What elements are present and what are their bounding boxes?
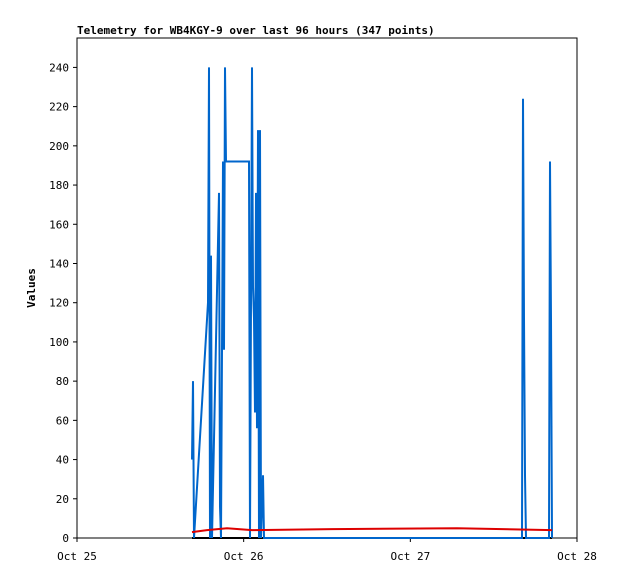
y-axis-label: Values [25,268,38,308]
y-tick-label: 140 [49,257,69,270]
y-tick-label: 20 [56,493,69,506]
y-tick-label: 40 [56,454,69,467]
y-tick-label: 0 [62,532,69,545]
y-tick-label: 100 [49,336,69,349]
y-tick-label: 60 [56,414,69,427]
y-tick-label: 220 [49,101,69,114]
y-tick-label: 120 [49,297,69,310]
series-line [191,527,553,534]
chart-title: Telemetry for WB4KGY-9 over last 96 hour… [77,24,435,37]
y-tick-label: 80 [56,375,69,388]
y-tick-label: 180 [49,179,69,192]
x-tick-label: Oct 26 [224,550,264,563]
x-tick-label: Oct 25 [57,550,97,563]
y-tick-label: 160 [49,218,69,231]
x-tick-label: Oct 28 [557,550,597,563]
plot-frame [76,37,578,539]
y-tick-label: 240 [49,61,69,74]
x-tick-label: Oct 27 [390,550,430,563]
y-tick-label: 200 [49,140,69,153]
series-line [191,67,553,539]
